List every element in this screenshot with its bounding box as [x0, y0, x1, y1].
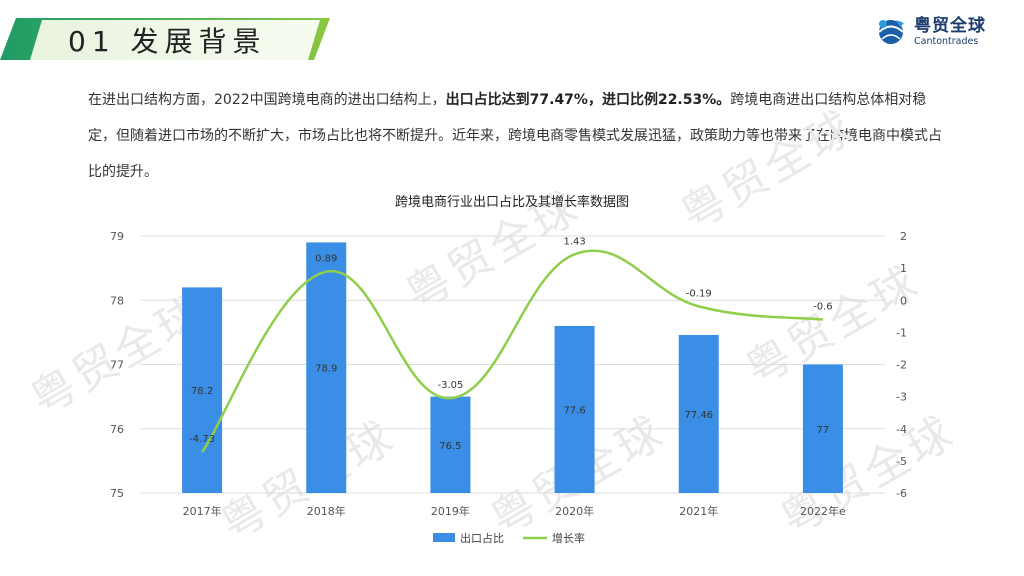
right-axis-tick-label: -1	[896, 326, 907, 339]
bar	[306, 242, 347, 493]
bar-value-label: 77	[817, 425, 830, 436]
right-axis-tick-label: -6	[896, 487, 907, 500]
x-axis-tick-label: 2022年e	[800, 504, 846, 518]
bar	[430, 396, 471, 493]
intro-text-part1: 在进出口结构方面，2022中国跨境电商的进出口结构上，	[88, 92, 446, 108]
line-value-label: -4.73	[189, 434, 215, 445]
globe-icon	[878, 20, 904, 44]
bar-value-label: 77.46	[684, 410, 713, 421]
left-axis-tick-label: 77	[110, 359, 124, 372]
bar-value-label: 76.5	[439, 441, 461, 452]
x-axis-tick-label: 2021年	[679, 504, 718, 518]
data-labels: 78.2 78.9 76.5 77.6 77.46 77 -4.73 0.89 -3.05 1.4…	[189, 236, 833, 452]
title-banner-inner: 01 发展背景	[30, 20, 320, 60]
line-value-label: 1.43	[563, 236, 585, 247]
right-axis-tick-label: -2	[896, 359, 907, 372]
legend: 出口占比 增长率	[433, 531, 585, 545]
growth-rate-line	[201, 249, 824, 453]
bar	[678, 334, 719, 493]
line-value-label: -3.05	[437, 380, 463, 391]
line-value-label: -0.19	[686, 288, 712, 299]
left-axis-tick-label: 78	[110, 294, 124, 307]
logo-text: 粤贸全球 Cantontrades	[914, 15, 986, 47]
bar-value-label: 78.9	[315, 364, 337, 375]
right-axis-tick-label: -3	[896, 391, 907, 404]
bar	[182, 287, 223, 493]
axes: 75 76 77 78 79 -6 -5 -4 -3 -2 -1 0 1 2 2017年 2018年 2019年…	[110, 230, 907, 518]
right-axis-tick-label: -5	[896, 455, 907, 468]
logo: 粤贸全球 Cantontrades	[874, 14, 994, 50]
intro-text-part2: 跨境电商进出口结构总体相对稳定，但随着进口市场的不断扩大，市场占比也将不断提升。…	[88, 92, 942, 180]
grid-lines	[140, 235, 885, 494]
logo-english-name: Cantontrades	[914, 35, 979, 47]
left-axis-tick-label: 75	[110, 487, 124, 500]
section-title: 01 发展背景	[68, 25, 267, 58]
bar-series	[182, 242, 843, 493]
bar-value-label: 77.6	[563, 405, 585, 416]
line-series	[201, 249, 824, 453]
right-axis-tick-label: 2	[900, 230, 907, 243]
right-axis-tick-label: 1	[900, 262, 907, 275]
x-axis-tick-label: 2018年	[307, 504, 346, 518]
intro-paragraph: 在进出口结构方面，2022中国跨境电商的进出口结构上，出口占比达到77.47%，…	[88, 82, 950, 190]
legend-swatch-bar	[433, 533, 455, 542]
left-axis-tick-label: 76	[110, 423, 124, 436]
legend-label: 增长率	[552, 531, 585, 545]
right-axis-tick-label: -4	[896, 423, 907, 436]
x-axis-tick-label: 2020年	[555, 504, 594, 518]
bar	[802, 364, 843, 493]
x-axis-tick-label: 2017年	[183, 504, 222, 518]
bar-value-label: 78.2	[191, 386, 213, 397]
left-axis-tick-label: 79	[110, 230, 124, 243]
line-value-label: -0.6	[813, 302, 833, 313]
chart-title: 跨境电商行业出口占比及其增长率数据图	[395, 194, 629, 210]
bar	[554, 325, 595, 493]
legend-label: 出口占比	[460, 531, 504, 545]
intro-text-highlight: 出口占比达到77.47%，进口比例22.53%。	[445, 92, 731, 108]
right-axis-tick-label: 0	[900, 294, 907, 307]
logo-chinese-name: 粤贸全球	[914, 15, 986, 36]
line-value-label: 0.89	[315, 254, 337, 265]
x-axis-tick-label: 2019年	[431, 504, 470, 518]
